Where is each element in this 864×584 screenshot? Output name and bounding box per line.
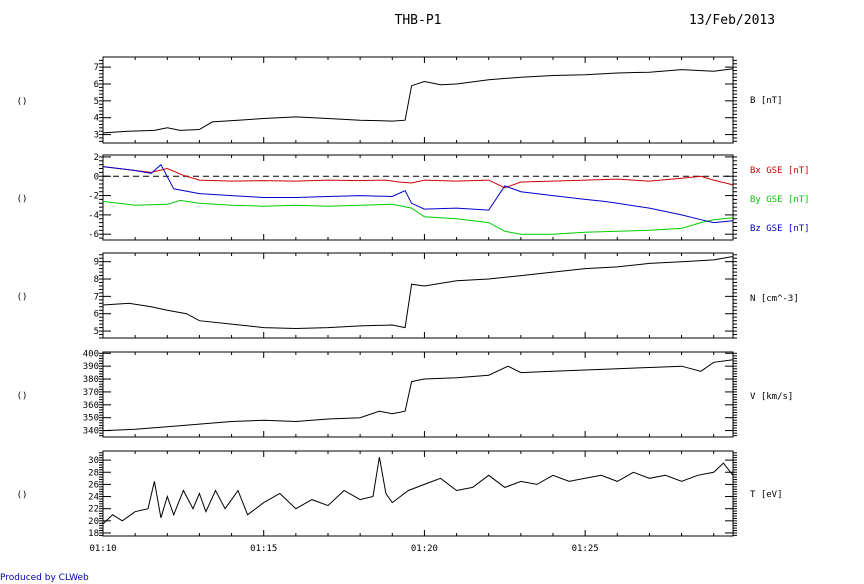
y-tick-label: 340: [83, 427, 99, 437]
panel-4: 340 350 360 370 380 390 400 () V [km/s]: [17, 349, 793, 438]
y-tick-label: -2: [88, 192, 99, 202]
plot-title: THB-P1: [395, 13, 442, 28]
y-tick-label: 24: [88, 493, 99, 503]
series-line-5-1: [102, 457, 734, 525]
panel-quantity-label: B [nT]: [750, 96, 783, 106]
plot-date: 13/Feb/2013: [689, 13, 775, 28]
panel-frame: [102, 154, 734, 241]
y-tick-label: 9: [94, 258, 99, 268]
y-tick-label: -4: [88, 211, 99, 221]
legend-entry: Bz GSE [nT]: [750, 224, 810, 234]
y-tick-label: 3: [94, 131, 99, 141]
panel-frame: [102, 56, 734, 144]
x-tick-label: 01:25: [572, 544, 599, 554]
y-tick-label: 360: [83, 401, 99, 411]
y-tick-label: 4: [94, 114, 99, 124]
y-tick-label: 20: [88, 517, 99, 527]
y-tick-label: 0: [94, 172, 99, 182]
series-line-2-1: [102, 166, 734, 189]
y-tick-label: 6: [94, 310, 99, 320]
x-tick-label: 01:15: [250, 544, 277, 554]
legend-entry: By GSE [nT]: [750, 195, 810, 205]
y-tick-label: 6: [94, 80, 99, 90]
series-line-3-1: [102, 256, 734, 330]
panel-frame: [102, 450, 734, 537]
y-axis-label: (): [17, 293, 28, 303]
y-tick-label: -6: [88, 230, 99, 240]
y-tick-label: 22: [88, 505, 99, 515]
panel-quantity-label: T [eV]: [750, 490, 783, 500]
panel-2: -6 -4 -2 0 2 () Bx GSE [nT] By GSE [nT] Bz GSE […: [17, 153, 810, 241]
y-tick-label: 7: [94, 292, 99, 302]
y-tick-label: 390: [83, 362, 99, 372]
y-tick-label: 400: [83, 349, 99, 359]
y-axis-label: (): [17, 97, 28, 107]
time-axis: 01:10 01:15 01:20 01:25: [89, 544, 598, 554]
y-tick-label: 370: [83, 388, 99, 398]
y-tick-label: 18: [88, 529, 99, 539]
panel-frame: [102, 252, 734, 339]
y-tick-label: 8: [94, 275, 99, 285]
legend-entry: Bx GSE [nT]: [750, 166, 810, 176]
y-axis-label: (): [17, 195, 28, 205]
series-line-2-2: [102, 199, 734, 235]
panels: 3 4 5 6 7 () B [nT] -6 -4 -2 0 2 () Bx GSE [nT] By GSE…: [17, 56, 810, 539]
y-tick-label: 30: [88, 456, 99, 466]
y-tick-label: 26: [88, 480, 99, 490]
series-line-4-1: [102, 359, 734, 432]
y-tick-label: 5: [94, 97, 99, 107]
panel-quantity-label: N [cm^-3]: [750, 294, 799, 304]
y-axis-label: (): [17, 392, 28, 402]
x-tick-label: 01:10: [89, 544, 116, 554]
y-tick-label: 28: [88, 468, 99, 478]
panel-5: 18 20 22 24 26 28 30 () T [eV]: [17, 450, 783, 539]
panel-3: 5 6 7 8 9 () N [cm^-3]: [17, 252, 799, 339]
y-tick-label: 5: [94, 327, 99, 337]
panel-1: 3 4 5 6 7 () B [nT]: [17, 56, 783, 144]
panel-quantity-label: V [km/s]: [750, 392, 793, 402]
y-tick-label: 7: [94, 63, 99, 73]
x-tick-label: 01:20: [411, 544, 438, 554]
y-axis-label: (): [17, 491, 28, 501]
credit-label: Produced by CLWeb: [0, 573, 89, 583]
y-tick-label: 350: [83, 414, 99, 424]
series-line-2-3: [102, 163, 734, 224]
series-line-1-1: [102, 68, 734, 134]
y-tick-label: 2: [94, 153, 99, 163]
y-tick-label: 380: [83, 375, 99, 385]
